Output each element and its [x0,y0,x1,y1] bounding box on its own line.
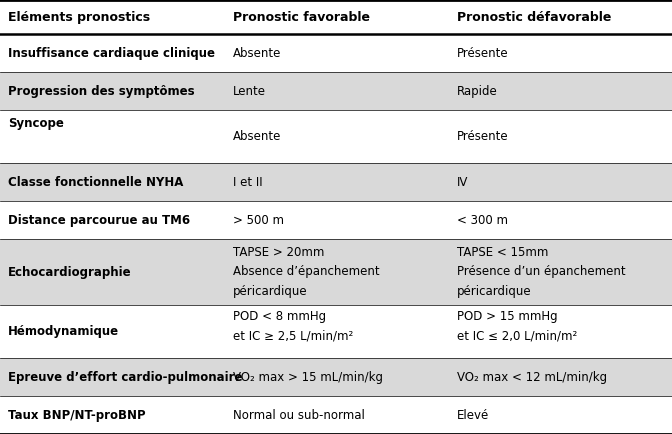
Text: TAPSE > 20mm
Absence d’épanchement
péricardique: TAPSE > 20mm Absence d’épanchement péric… [233,246,380,298]
Text: Absente: Absente [233,47,282,60]
Text: Epreuve d’effort cardio-pulmonaire: Epreuve d’effort cardio-pulmonaire [8,371,243,384]
Text: Présente: Présente [457,130,509,143]
Text: TAPSE < 15mm
Présence d’un épanchement
péricardique: TAPSE < 15mm Présence d’un épanchement p… [457,246,626,298]
Bar [0,163,672,201]
Text: Progression des symptômes: Progression des symptômes [8,85,195,98]
Text: Taux BNP/NT-proBNP: Taux BNP/NT-proBNP [8,408,146,421]
Bar [0,0,672,34]
Text: > 500 m: > 500 m [233,214,284,227]
Text: Rapide: Rapide [457,85,498,98]
Text: Insuffisance cardiaque clinique: Insuffisance cardiaque clinique [8,47,215,60]
Text: Elevé: Elevé [457,408,489,421]
Text: Absente: Absente [233,130,282,143]
Bar [0,305,672,358]
Text: Pronostic défavorable: Pronostic défavorable [457,10,612,23]
Bar [0,239,672,305]
Bar [0,396,672,434]
Text: Hémodynamique: Hémodynamique [8,325,119,338]
Text: Eléments pronostics: Eléments pronostics [8,10,150,23]
Text: VO₂ max > 15 mL/min/kg: VO₂ max > 15 mL/min/kg [233,371,383,384]
Text: Présente: Présente [457,47,509,60]
Text: Pronostic favorable: Pronostic favorable [233,10,370,23]
Bar [0,72,672,110]
Bar [0,358,672,396]
Text: Echocardiographie: Echocardiographie [8,266,132,279]
Text: IV: IV [457,176,468,189]
Text: Normal ou sub-normal: Normal ou sub-normal [233,408,365,421]
Text: Syncope: Syncope [8,117,64,129]
Text: Lente: Lente [233,85,266,98]
Text: Classe fonctionnelle NYHA: Classe fonctionnelle NYHA [8,176,183,189]
Text: POD > 15 mmHg
et IC ≤ 2,0 L/min/m²: POD > 15 mmHg et IC ≤ 2,0 L/min/m² [457,310,577,343]
Text: < 300 m: < 300 m [457,214,508,227]
Text: Distance parcourue au TM6: Distance parcourue au TM6 [8,214,190,227]
Text: I et II: I et II [233,176,263,189]
Text: POD < 8 mmHg
et IC ≥ 2,5 L/min/m²: POD < 8 mmHg et IC ≥ 2,5 L/min/m² [233,310,353,343]
Bar [0,34,672,72]
Bar [0,201,672,239]
Text: VO₂ max < 12 mL/min/kg: VO₂ max < 12 mL/min/kg [457,371,607,384]
Bar [0,110,672,163]
